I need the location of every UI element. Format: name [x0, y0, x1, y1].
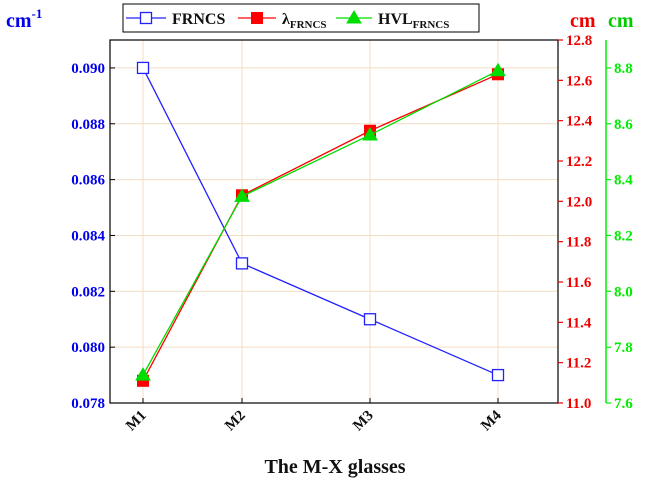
series-3-point-4	[490, 62, 506, 77]
grid-layer	[110, 40, 558, 403]
left-axis-tick-label: 0.080	[71, 340, 105, 356]
right-axis-red-tick-label: 12.0	[566, 194, 592, 210]
series-1-point-2	[235, 257, 249, 270]
right-axis-red-tick-label: 12.6	[566, 73, 593, 89]
series-line-1	[142, 67, 499, 376]
series-layer	[135, 61, 506, 387]
x-axis-tick-label: M2	[222, 408, 249, 435]
x-axis-tick-label: M3	[350, 408, 377, 435]
left-axis-tick-label: 0.082	[71, 284, 105, 300]
left-axis-tick-label: 0.090	[71, 61, 105, 77]
right-axis-red-tick-label: 12.8	[566, 33, 592, 49]
legend: FRNCS λFRNCS HVLFRNCS	[122, 3, 480, 33]
right-axis-red-tick-label: 12.2	[566, 154, 592, 170]
legend-marker-2	[251, 12, 263, 24]
series-line-3	[142, 70, 499, 376]
series-1-point-3	[363, 313, 377, 326]
series-line-2	[142, 73, 499, 382]
series-3-point-1	[135, 367, 151, 381]
axes-layer: 0.078 0.080 0.082 0.084 0.086 0.088 0.090 11.0 1…	[71, 33, 633, 434]
right-axis-unit-green: cm	[608, 10, 634, 32]
right-axis-green-tick-label: 8.6	[614, 117, 633, 133]
right-axis-green-tick-label: 7.8	[614, 340, 633, 356]
right-axis-green-tick-label: 7.6	[614, 396, 633, 412]
right-axis-unit-red: cm	[570, 10, 596, 32]
right-axis-green-tick-label: 8.2	[614, 228, 633, 244]
series-1-point-4	[491, 368, 505, 382]
left-axis-tick-label: 0.084	[71, 228, 105, 244]
legend-label-2: λFRNCS	[282, 11, 327, 31]
series-1-point-1	[136, 61, 150, 75]
right-axis-red-tick-label: 11.8	[566, 235, 591, 251]
legend-box	[122, 3, 480, 33]
left-axis-unit: cm-1	[6, 6, 42, 32]
x-axis-tick-label: M4	[478, 407, 505, 434]
right-axis-red-tick-label: 11.4	[566, 315, 592, 331]
x-axis-tick-label: M1	[123, 408, 150, 435]
left-axis-tick-label: 0.078	[71, 396, 105, 412]
right-axis-red-tick-label: 11.6	[566, 275, 592, 291]
left-axis-tick-label: 0.086	[71, 173, 105, 189]
series-3-point-3	[362, 126, 378, 141]
x-axis-title: The M-X glasses	[264, 456, 405, 478]
right-axis-red-tick-label: 12.4	[566, 114, 593, 130]
series-3-point-2	[234, 188, 250, 202]
legend-marker-1	[139, 11, 153, 25]
right-axis-green-tick-label: 8.8	[614, 61, 633, 77]
right-axis-red-tick-label: 11.2	[566, 356, 591, 372]
plot-frame	[109, 39, 559, 404]
legend-label-3: HVLFRNCS	[378, 11, 449, 31]
left-axis-tick-label: 0.088	[71, 117, 105, 133]
right-axis-green-tick-label: 8.0	[614, 284, 633, 300]
right-axis-green-tick-label: 8.4	[614, 173, 633, 189]
legend-marker-3	[346, 10, 362, 24]
right-axis-red-tick-label: 11.0	[566, 396, 591, 412]
legend-label-1: FRNCS	[172, 11, 225, 28]
